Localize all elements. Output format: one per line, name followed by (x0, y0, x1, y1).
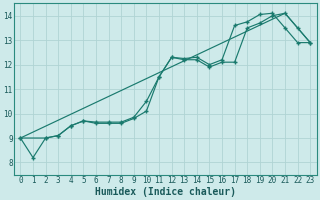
X-axis label: Humidex (Indice chaleur): Humidex (Indice chaleur) (95, 186, 236, 197)
